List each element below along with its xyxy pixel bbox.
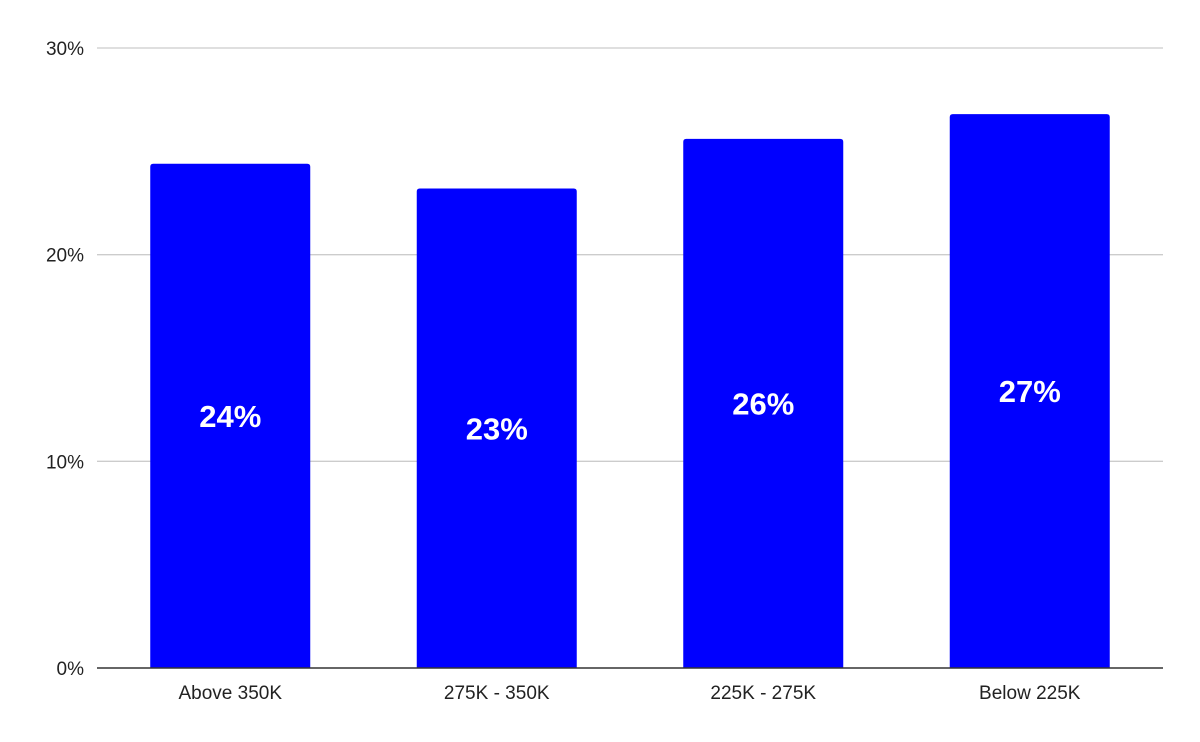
data-label: 27%	[999, 374, 1061, 409]
y-tick-label: 10%	[46, 452, 84, 473]
bar	[683, 138, 844, 668]
bar	[416, 188, 577, 669]
x-tick-label: Below 225K	[979, 683, 1081, 704]
bar	[150, 163, 311, 668]
data-labels: 24% 23% 26% 27%	[199, 374, 1061, 446]
y-axis-ticks: 0% 10% 20% 30%	[46, 39, 84, 680]
y-tick-label: 30%	[46, 39, 84, 60]
x-tick-label: 225K - 275K	[710, 683, 816, 704]
x-tick-label: 275K - 350K	[444, 683, 550, 704]
x-tick-label: Above 350K	[178, 683, 282, 704]
x-axis-ticks: Above 350K 275K - 350K 225K - 275K Below 22…	[178, 683, 1080, 704]
bars	[150, 114, 1110, 669]
data-label: 26%	[732, 386, 794, 421]
y-tick-label: 20%	[46, 246, 84, 267]
data-label: 24%	[199, 399, 261, 434]
y-tick-label: 0%	[57, 659, 85, 680]
bar	[949, 114, 1110, 669]
data-label: 23%	[466, 411, 528, 446]
